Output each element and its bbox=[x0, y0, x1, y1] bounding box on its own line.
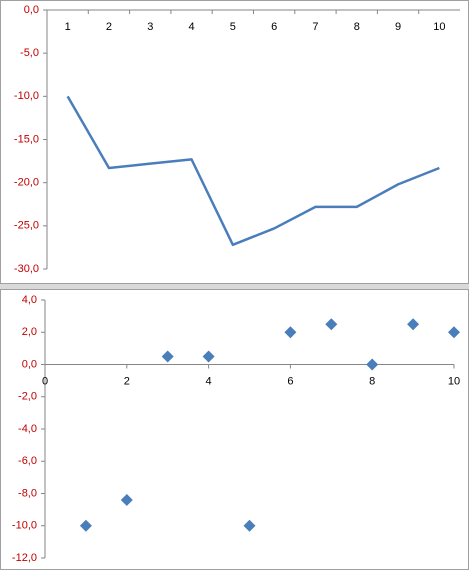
y-tick-label: -12,0 bbox=[12, 552, 37, 564]
separator bbox=[0, 284, 469, 289]
top-panel bbox=[0, 0, 469, 284]
y-tick-label: 2,0 bbox=[22, 326, 37, 338]
marker bbox=[366, 358, 379, 371]
x-tick-label: 2 bbox=[124, 375, 130, 387]
marker bbox=[243, 519, 256, 532]
marker bbox=[79, 519, 92, 532]
y-tick-label: -8,0 bbox=[18, 487, 37, 499]
marker bbox=[284, 326, 297, 339]
marker bbox=[161, 350, 174, 363]
y-tick-label: -10,0 bbox=[14, 90, 39, 102]
x-tick-label: 6 bbox=[271, 21, 277, 33]
x-tick-label: 8 bbox=[354, 21, 360, 33]
bottom-panel bbox=[0, 289, 469, 570]
y-tick-label: 0,0 bbox=[22, 358, 37, 370]
y-tick-label: -15,0 bbox=[14, 133, 39, 145]
x-tick-label: 3 bbox=[147, 21, 153, 33]
marker bbox=[448, 326, 460, 339]
x-tick-label: 10 bbox=[448, 375, 460, 387]
y-tick-label: -30,0 bbox=[14, 263, 39, 275]
y-tick-label: -2,0 bbox=[18, 391, 37, 403]
x-tick-label: 6 bbox=[287, 375, 293, 387]
x-tick-label: 7 bbox=[312, 21, 318, 33]
x-tick-label: 4 bbox=[188, 21, 194, 33]
y-tick-label: -10,0 bbox=[12, 520, 37, 532]
x-tick-label: 5 bbox=[230, 21, 236, 33]
marker bbox=[325, 318, 338, 331]
y-tick-label: 0,0 bbox=[24, 4, 39, 16]
marker bbox=[202, 350, 215, 363]
y-tick-label: -25,0 bbox=[14, 220, 39, 232]
x-tick-label: 9 bbox=[395, 21, 401, 33]
y-tick-label: -4,0 bbox=[18, 423, 37, 435]
x-tick-label: 10 bbox=[433, 21, 445, 33]
data-line bbox=[66, 95, 440, 247]
y-tick-label: -5,0 bbox=[20, 47, 39, 59]
x-tick-label: 0 bbox=[42, 375, 48, 387]
marker bbox=[120, 493, 133, 506]
x-tick-label: 1 bbox=[65, 21, 71, 33]
x-tick-label: 4 bbox=[206, 375, 212, 387]
x-tick-label: 2 bbox=[106, 21, 112, 33]
y-tick-label: 4,0 bbox=[22, 294, 37, 306]
x-tick-label: 8 bbox=[369, 375, 375, 387]
y-tick-label: -20,0 bbox=[14, 177, 39, 189]
y-tick-label: -6,0 bbox=[18, 455, 37, 467]
marker bbox=[407, 318, 420, 331]
